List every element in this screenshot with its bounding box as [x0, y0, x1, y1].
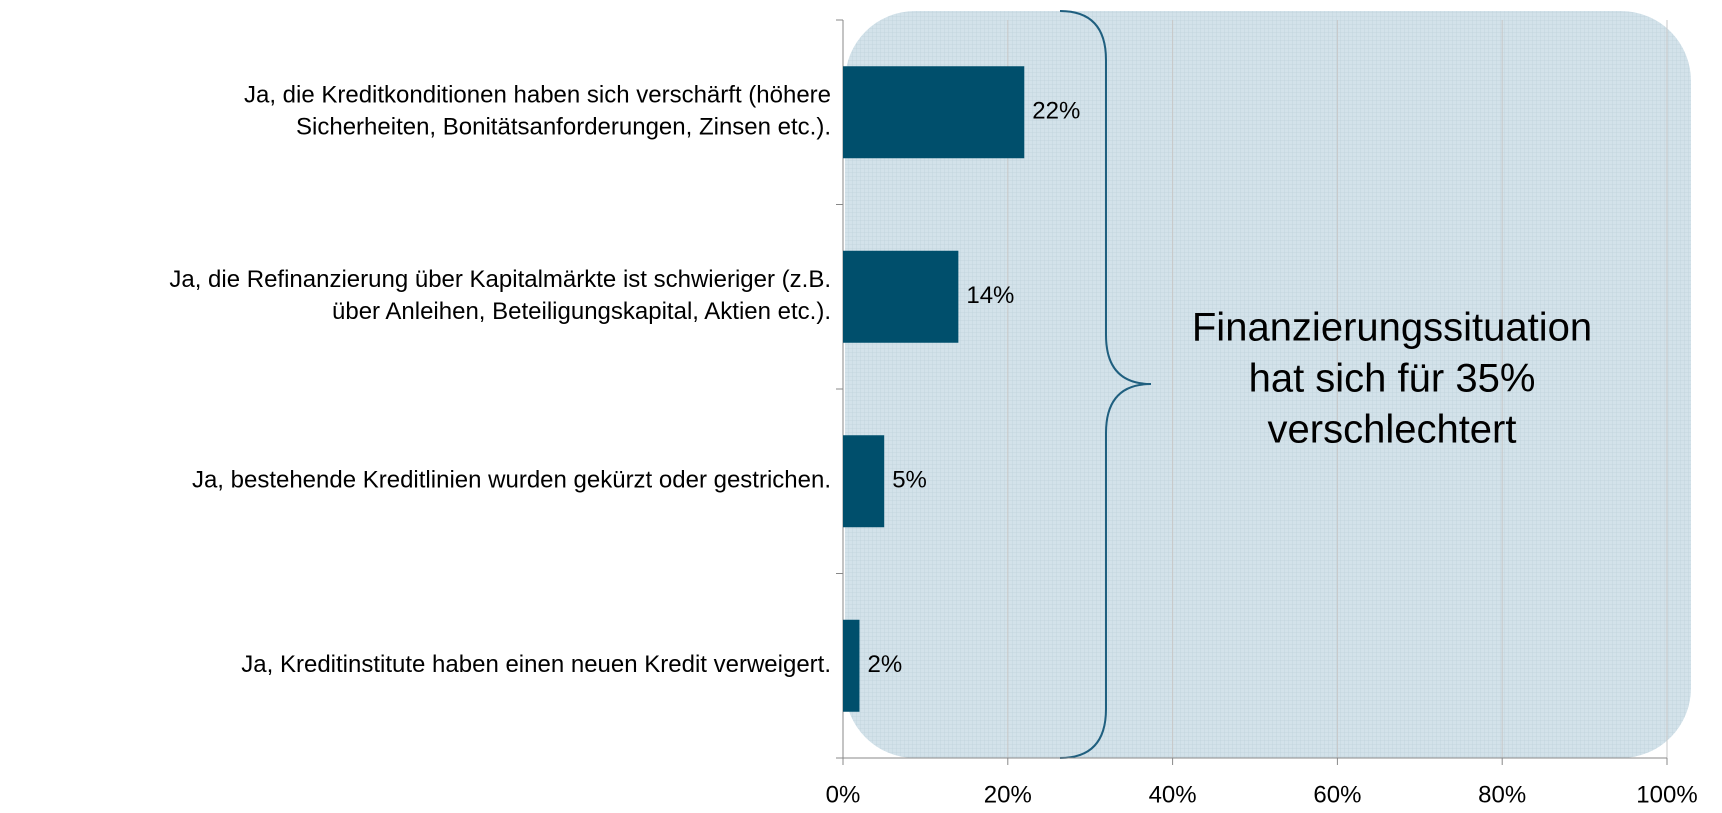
value-label: 5% — [892, 467, 927, 494]
y-tick-label: Ja, die Refinanzierung über Kapitalmärkt… — [169, 266, 831, 293]
annotation: hat sich für 35% — [1249, 357, 1536, 401]
value-label: 14% — [966, 282, 1014, 309]
brace — [1059, 10, 1152, 759]
bar — [843, 435, 885, 528]
x-tick-label: 40% — [1149, 781, 1197, 808]
y-tick-label: Ja, bestehende Kreditlinien wurden gekür… — [192, 467, 831, 494]
annotation: verschlechtert — [1268, 408, 1517, 452]
y-tick-label: Ja, die Kreditkonditionen haben sich ver… — [244, 82, 831, 109]
y-tick-label: Ja, Kreditinstitute haben einen neuen Kr… — [241, 651, 831, 678]
x-tick-label: 60% — [1313, 781, 1361, 808]
x-tick-label: 0% — [826, 781, 861, 808]
y-tick-label: Sicherheiten, Bonitätsanforderungen, Zin… — [296, 114, 831, 141]
y-tick-label: über Anleihen, Beteiligungskapital, Akti… — [332, 298, 831, 325]
value-label: 22% — [1032, 98, 1080, 125]
x-tick-label: 20% — [984, 781, 1032, 808]
value-label: 2% — [867, 651, 902, 678]
x-tick-label: 100% — [1636, 781, 1697, 808]
bar — [843, 619, 860, 712]
x-tick-label: 80% — [1478, 781, 1526, 808]
bar — [843, 250, 959, 343]
bar — [843, 66, 1025, 159]
highlight-area — [845, 11, 1691, 758]
annotation: Finanzierungssituation — [1192, 306, 1592, 350]
